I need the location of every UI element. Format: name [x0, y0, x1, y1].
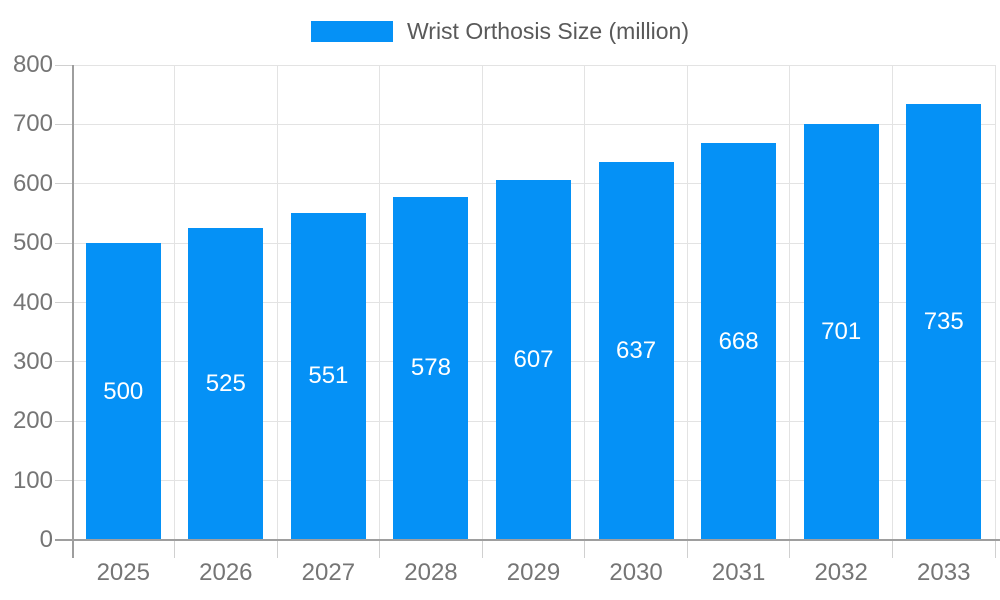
- x-axis-label: 2029: [506, 559, 561, 586]
- x-axis-tick: [379, 540, 381, 558]
- bar[interactable]: 637: [598, 161, 674, 540]
- bar[interactable]: 701: [803, 123, 879, 540]
- x-axis-tick: [891, 540, 893, 558]
- bar-value-label: 607: [513, 345, 554, 373]
- y-axis-tick: [55, 420, 72, 422]
- bar-value-label: 500: [103, 377, 144, 405]
- y-axis-label: 0: [39, 526, 53, 553]
- x-axis-line: [55, 539, 1000, 541]
- bar-value-label: 637: [616, 336, 657, 364]
- y-axis-label: 100: [12, 466, 53, 494]
- x-axis-label: 2028: [404, 559, 458, 586]
- plot-area: 500 525 551 578 607 637 668 701 735: [55, 64, 1000, 558]
- y-axis-tick: [55, 361, 72, 363]
- bar[interactable]: 578: [393, 196, 469, 540]
- x-axis-tick: [994, 540, 996, 558]
- bar[interactable]: 525: [188, 228, 264, 540]
- y-axis-label: 400: [12, 288, 53, 316]
- x-axis-label: 2032: [814, 559, 868, 586]
- bar[interactable]: 500: [85, 243, 161, 540]
- y-axis-tick: [55, 183, 72, 185]
- legend[interactable]: Wrist Orthosis Size (million): [0, 18, 1000, 44]
- bar-value-label: 668: [718, 327, 759, 355]
- bar[interactable]: 668: [701, 143, 777, 540]
- x-gridline: [789, 65, 791, 540]
- x-gridline: [276, 65, 278, 540]
- bar[interactable]: 735: [906, 103, 982, 540]
- y-axis-label: 200: [12, 407, 53, 435]
- x-axis-label: 2025: [96, 559, 150, 586]
- x-axis-tick: [481, 540, 483, 558]
- x-gridline: [994, 65, 996, 540]
- y-axis-label: 800: [12, 51, 53, 78]
- y-gridline: [72, 123, 995, 125]
- bar-value-label: 551: [308, 362, 349, 390]
- y-axis-tick: [55, 242, 72, 244]
- y-axis-label: 700: [12, 110, 53, 138]
- bar-value-label: 701: [821, 317, 862, 345]
- x-axis-tick: [789, 540, 791, 558]
- y-axis-tick: [55, 480, 72, 482]
- y-gridline: [72, 64, 995, 66]
- y-axis-tick: [55, 64, 72, 66]
- x-axis-labels: 2025 2026 2027 2028 2029 2030 2031 2032 2033: [72, 560, 995, 590]
- x-gridline: [379, 65, 381, 540]
- legend-swatch: [311, 20, 393, 42]
- x-axis-label: 2030: [609, 559, 663, 586]
- bar-value-label: 525: [205, 370, 246, 398]
- y-axis-label: 500: [12, 229, 53, 257]
- bar-value-label: 735: [923, 307, 964, 335]
- x-axis-tick: [584, 540, 586, 558]
- x-gridline: [174, 65, 176, 540]
- bar-value-label: 578: [410, 354, 451, 382]
- y-axis-label: 300: [12, 347, 53, 375]
- y-axis-label: 600: [12, 169, 53, 197]
- x-gridline: [686, 65, 688, 540]
- x-axis-label: 2027: [301, 559, 356, 586]
- y-axis-tick: [55, 123, 72, 125]
- x-axis-tick: [174, 540, 176, 558]
- x-axis-label: 2026: [199, 559, 253, 586]
- x-gridline: [891, 65, 893, 540]
- x-gridline: [481, 65, 483, 540]
- y-axis-labels: 0 100 200 300 400 500 600 700 800: [0, 0, 53, 600]
- x-gridline: [584, 65, 586, 540]
- x-axis-tick: [686, 540, 688, 558]
- legend-label: Wrist Orthosis Size (million): [407, 18, 689, 44]
- y-axis-tick: [55, 302, 72, 303]
- x-axis-tick: [276, 540, 278, 558]
- y-axis-line: [72, 65, 74, 558]
- x-axis-label: 2033: [917, 559, 971, 586]
- x-axis-label: 2031: [711, 559, 766, 586]
- bar[interactable]: 551: [290, 212, 366, 540]
- bar[interactable]: 607: [496, 179, 571, 540]
